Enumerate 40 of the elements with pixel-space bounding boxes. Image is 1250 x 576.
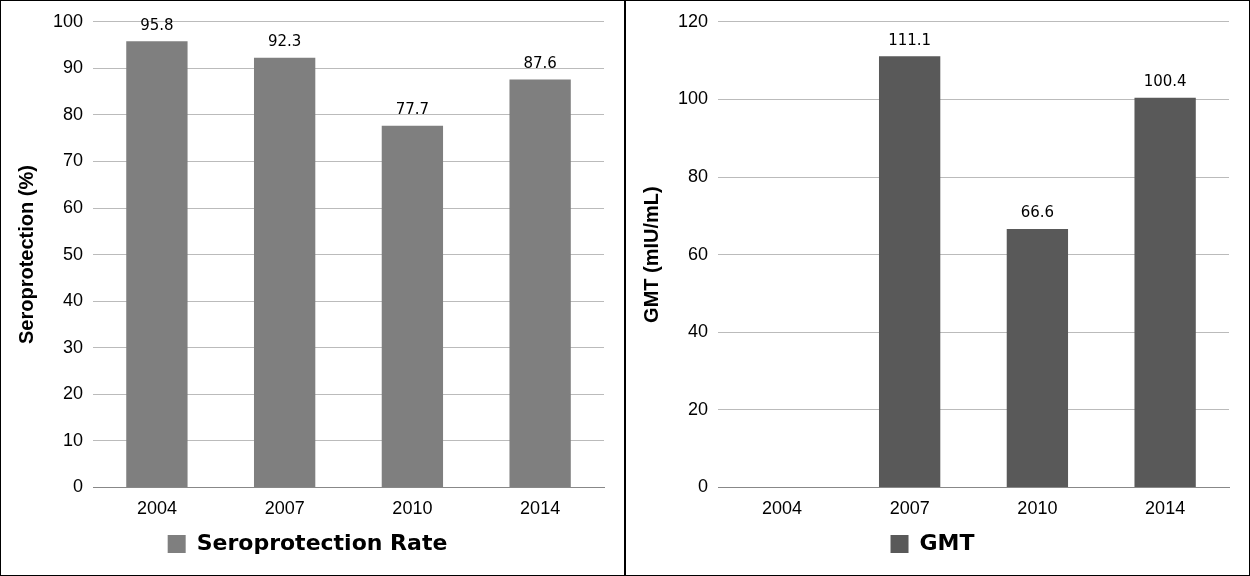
data-label: 100.4 bbox=[1143, 72, 1187, 91]
data-label: 92.3 bbox=[267, 32, 302, 51]
y-tick-label: 80 bbox=[688, 165, 709, 186]
x-tick-label: 2014 bbox=[1145, 498, 1186, 519]
y-tick-label: 0 bbox=[73, 476, 84, 497]
y-tick-label: 70 bbox=[63, 150, 84, 171]
legend-label: GMT bbox=[919, 529, 975, 555]
x-tick-label: 2014 bbox=[520, 498, 561, 519]
legend-label: Seroprotection Rate bbox=[196, 529, 448, 555]
x-tick-label: 2010 bbox=[392, 498, 433, 519]
x-tick-label: 2004 bbox=[136, 498, 177, 519]
y-tick-label: 80 bbox=[63, 103, 84, 124]
data-label: 87.6 bbox=[523, 53, 557, 72]
x-tick-label: 2007 bbox=[264, 498, 305, 519]
y-axis-title: GMT (mIU/mL) bbox=[639, 186, 662, 323]
y-tick-label: 20 bbox=[63, 383, 84, 404]
y-tick-label: 30 bbox=[63, 336, 84, 357]
y-tick-label: 60 bbox=[688, 243, 709, 264]
data-label: 77.7 bbox=[395, 100, 430, 119]
data-label: 111.1 bbox=[888, 30, 932, 49]
y-axis-title: Seroprotection (%) bbox=[14, 165, 37, 345]
y-tick-label: 100 bbox=[52, 10, 84, 31]
bar bbox=[1134, 97, 1196, 487]
y-tick-label: 90 bbox=[63, 57, 84, 78]
x-tick-label: 2007 bbox=[889, 498, 930, 519]
y-tick-label: 120 bbox=[677, 10, 709, 31]
y-tick-label: 100 bbox=[677, 88, 709, 109]
y-tick-label: 20 bbox=[688, 398, 709, 419]
y-tick-label: 60 bbox=[63, 197, 84, 218]
x-tick-label: 2010 bbox=[1017, 498, 1058, 519]
x-tick-label: 2004 bbox=[761, 498, 802, 519]
data-label: 95.8 bbox=[140, 15, 174, 34]
y-tick-label: 40 bbox=[688, 321, 709, 342]
bar bbox=[1006, 228, 1069, 487]
y-tick-label: 40 bbox=[63, 290, 84, 311]
y-tick-label: 10 bbox=[63, 429, 84, 450]
y-tick-label: 50 bbox=[63, 243, 84, 264]
data-label: 66.6 bbox=[1020, 203, 1055, 222]
bar bbox=[878, 56, 941, 487]
y-tick-label: 0 bbox=[698, 476, 709, 497]
